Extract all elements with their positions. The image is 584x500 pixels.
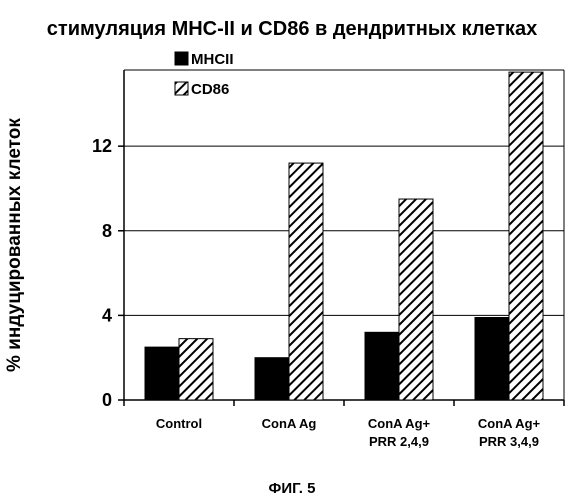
- bar-cd86-2: [289, 163, 323, 400]
- bar-mhcii-2: [255, 358, 289, 400]
- bar-mhcii-4: [475, 318, 509, 401]
- x-category-label: PRR 3,4,9: [479, 434, 539, 449]
- bar-cd86-1: [179, 339, 213, 400]
- x-category-label: ConA Ag: [262, 416, 317, 431]
- bar-cd86-4: [509, 72, 543, 400]
- legend-label-mhcii: MHCII: [191, 51, 234, 68]
- y-tick-label: 4: [102, 305, 112, 325]
- legend-swatch-mhcii: [175, 52, 188, 65]
- bar-mhcii-3: [365, 332, 399, 400]
- y-tick-label: 8: [102, 221, 112, 241]
- x-category-label: Control: [156, 416, 202, 431]
- y-tick-label: 12: [92, 136, 112, 156]
- bar-mhcii-1: [145, 347, 179, 400]
- x-category-label: ConA Ag+: [368, 416, 431, 431]
- legend-swatch-cd86: [175, 82, 188, 95]
- bar-cd86-3: [399, 199, 433, 400]
- y-tick-label: 0: [102, 390, 112, 410]
- legend-label-cd86: CD86: [191, 81, 229, 98]
- x-category-label: PRR 2,4,9: [369, 434, 429, 449]
- x-category-label: ConA Ag+: [478, 416, 541, 431]
